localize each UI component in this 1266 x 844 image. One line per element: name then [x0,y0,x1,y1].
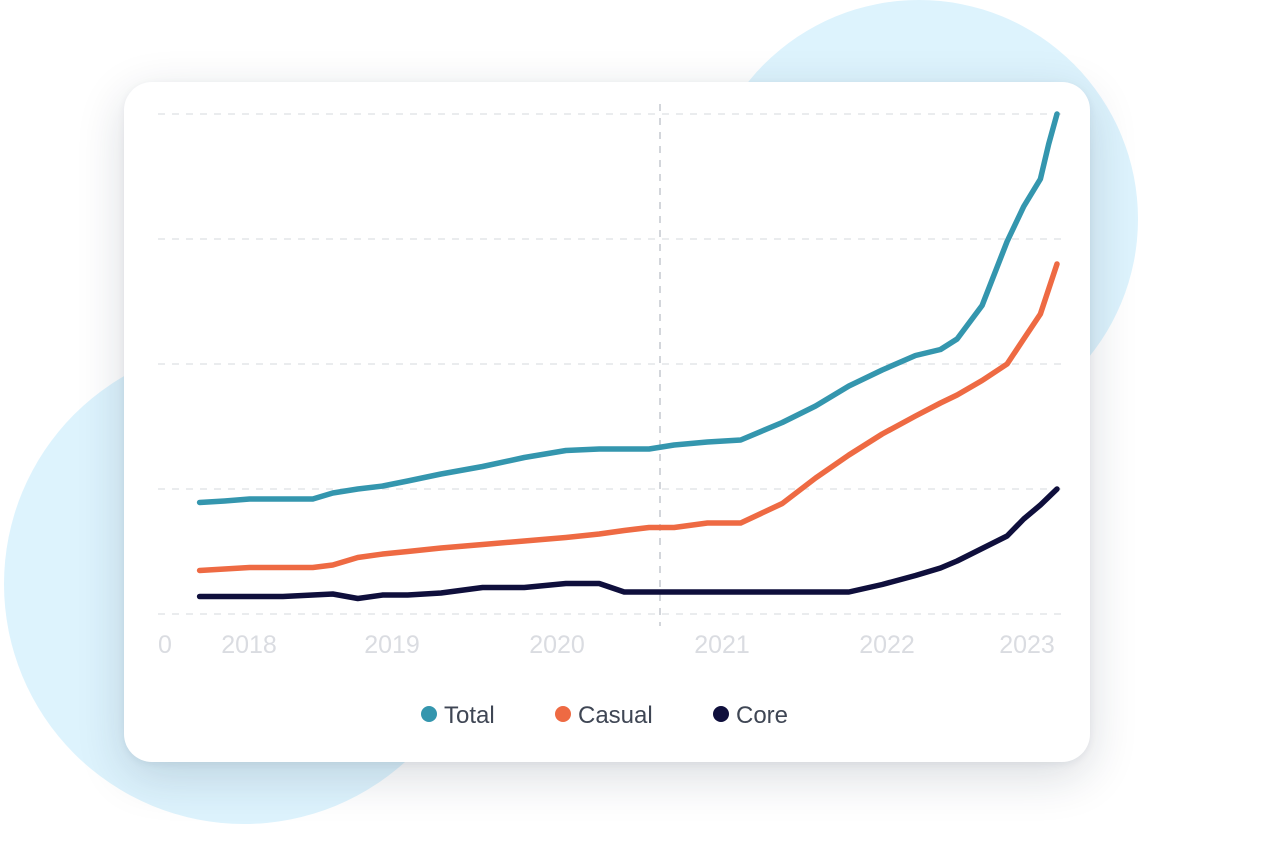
chart-card [124,82,1090,762]
x-tick-label: 2018 [221,631,277,659]
legend-marker [421,706,437,722]
x-tick-label: 2023 [999,631,1055,659]
series-line-casual [196,261,1060,574]
x-tick-label: 2020 [529,631,585,659]
legend: Total Casual Core [421,702,788,729]
series-line-core [196,486,1060,602]
legend-marker [555,706,571,722]
x-tick-label: 2019 [364,631,420,659]
series-lines [196,111,1060,602]
series-line-total [196,111,1060,506]
legend-marker [713,706,729,722]
x-axis-tick-labels: 0 2018 2019 2020 2021 2022 2023 [158,631,1055,659]
legend-label: Casual [578,702,653,729]
x-tick-label: 2022 [859,631,915,659]
x-tick-label: 2021 [694,631,750,659]
legend-item-total: Total [421,702,495,729]
legend-item-casual: Casual [555,702,653,729]
legend-label: Core [736,702,788,729]
grid-lines [158,113,1062,615]
legend-label: Total [444,702,495,729]
legend-item-core: Core [713,702,788,729]
x-tick-label: 0 [158,631,172,659]
